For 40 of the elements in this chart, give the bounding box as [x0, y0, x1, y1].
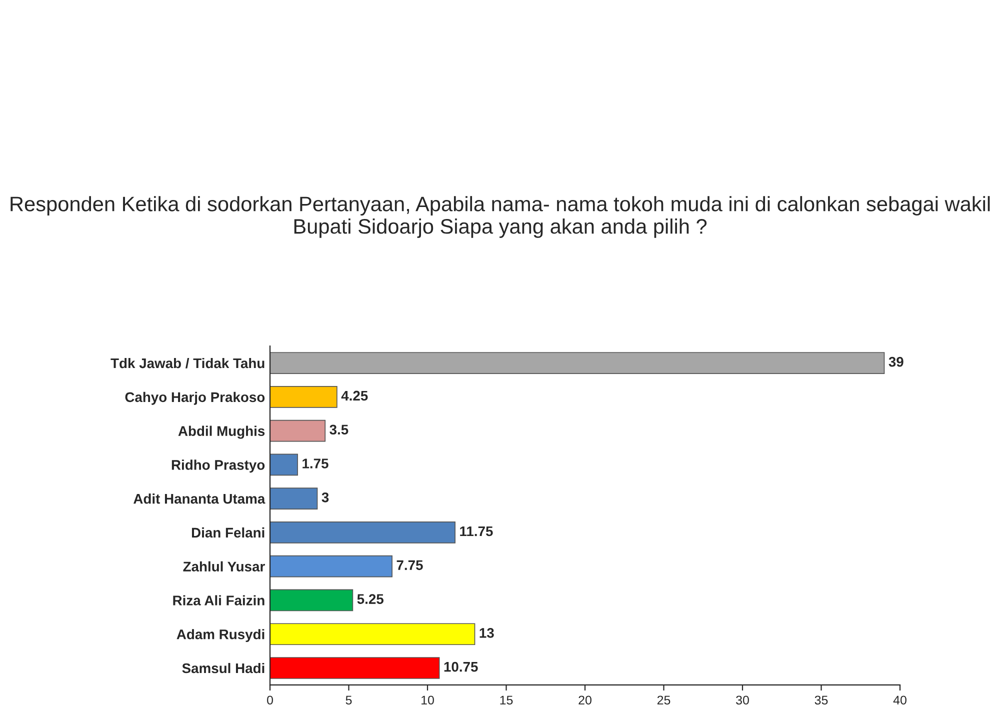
bar	[270, 623, 476, 646]
x-tick-label: 40	[893, 696, 906, 705]
data-label: 3.5	[330, 424, 348, 435]
data-label: 39	[888, 356, 904, 367]
data-label: 13	[480, 628, 494, 638]
chart-title: Responden Ketika di sodorkan Pertanyaan, Apabila nama- nama tokoh muda ini di calonkan sebagai wakil Bupati Sidoarjo Siapa yang akan anda pilih ?	[10, 196, 990, 238]
data-label: 5.25	[357, 594, 384, 604]
data-label: 11.75	[460, 526, 493, 536]
y-tick-label: Riza Ali Faizin	[173, 595, 264, 606]
x-tick-label: 35	[814, 696, 828, 705]
x-tick-label: 5	[346, 696, 352, 705]
y-tick-label: Adit Hananta Utama	[134, 494, 266, 504]
bar	[270, 386, 338, 408]
bar	[270, 352, 885, 374]
data-label: 10.75	[444, 662, 478, 672]
x-tick-label: 0	[267, 696, 273, 705]
data-label: 1.75	[302, 458, 328, 468]
y-tick-label: Samsul Hadi	[182, 662, 264, 674]
y-tick-label: Tdk Jawab / Tidak Tahu	[110, 358, 264, 368]
y-tick-label: Dian Felani	[192, 527, 264, 538]
bar	[270, 488, 318, 510]
y-tick-label: Cahyo Harjo Prakoso	[125, 392, 265, 405]
bar	[270, 522, 456, 544]
bar	[270, 454, 298, 476]
data-label: 7.75	[396, 560, 423, 570]
bar	[270, 657, 440, 679]
y-tick-label: Abdil Mughis	[178, 426, 265, 439]
x-tick-label: 30	[736, 696, 749, 705]
y-tick-label: Zahlul Yusar	[183, 561, 265, 572]
x-tick-label: 15	[500, 696, 513, 705]
x-tick-label: 25	[657, 696, 670, 705]
data-label: 4.25	[341, 390, 368, 401]
bar	[270, 420, 326, 442]
y-tick-label: Adam Rusydi	[176, 629, 264, 642]
bar	[270, 589, 354, 612]
x-tick-label: 20	[578, 696, 592, 705]
data-label: 3	[322, 492, 329, 502]
y-tick-label: Ridho Prastyo	[172, 460, 265, 473]
x-tick-label: 10	[422, 696, 434, 705]
bar	[270, 555, 392, 578]
